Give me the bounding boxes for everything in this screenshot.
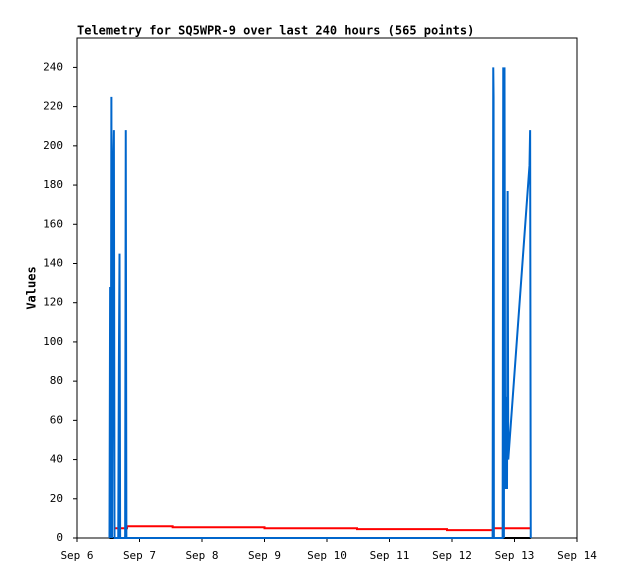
y-tick-label: 100 bbox=[43, 335, 63, 348]
series-line bbox=[114, 525, 531, 532]
x-tick-label: Sep 12 bbox=[432, 549, 472, 562]
y-tick-label: 140 bbox=[43, 256, 63, 269]
chart-title: Telemetry for SQ5WPR-9 over last 240 hou… bbox=[77, 24, 474, 38]
series-line bbox=[108, 67, 532, 539]
y-axis-label: Values bbox=[25, 266, 39, 309]
x-tick-label: Sep 14 bbox=[557, 549, 597, 562]
y-tick-label: 200 bbox=[43, 139, 63, 152]
y-tick-label: 0 bbox=[56, 531, 63, 544]
y-tick-label: 120 bbox=[43, 296, 63, 309]
x-tick-label: Sep 8 bbox=[185, 549, 218, 562]
y-tick-label: 160 bbox=[43, 217, 63, 230]
y-tick-label: 240 bbox=[43, 60, 63, 73]
x-tick-label: Sep 10 bbox=[307, 549, 347, 562]
y-tick-label: 180 bbox=[43, 178, 63, 191]
y-tick-label: 220 bbox=[43, 100, 63, 113]
y-tick-label: 40 bbox=[50, 453, 63, 466]
x-tick-label: Sep 11 bbox=[370, 549, 410, 562]
x-tick-label: Sep 6 bbox=[60, 549, 93, 562]
y-tick-label: 20 bbox=[50, 492, 63, 505]
x-tick-label: Sep 9 bbox=[248, 549, 281, 562]
y-tick-label: 60 bbox=[50, 413, 63, 426]
x-tick-label: Sep 13 bbox=[495, 549, 535, 562]
x-tick-label: Sep 7 bbox=[123, 549, 156, 562]
y-tick-label: 80 bbox=[50, 374, 63, 387]
